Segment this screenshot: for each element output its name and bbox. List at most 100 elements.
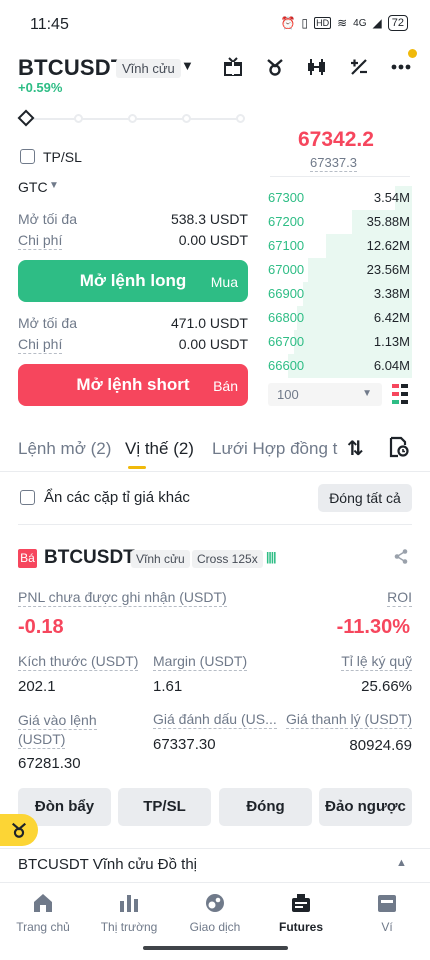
margin-mode-tag[interactable]: Cross 125x <box>192 550 263 568</box>
nav-futures[interactable]: Futures <box>258 892 344 934</box>
last-price[interactable]: 67342.2 <box>298 128 374 151</box>
slider-step-75[interactable] <box>182 114 191 123</box>
depth-step-select[interactable]: 100 ▼ <box>268 383 382 406</box>
position-side-badge: Bá <box>18 549 37 568</box>
hide-other-pairs-label[interactable]: Ẩn các cặp tỉ giá khác <box>44 489 190 506</box>
position-symbol[interactable]: BTCUSDT <box>44 547 135 568</box>
tab-positions[interactable]: Vị thế (2) <box>125 439 194 458</box>
depth-bar <box>294 330 412 354</box>
tpsl-checkbox[interactable] <box>20 149 35 164</box>
entry-price-unit[interactable]: (USDT) <box>18 731 66 749</box>
slider-step-50[interactable] <box>128 114 137 123</box>
position-contract-tag: Vĩnh cửu <box>131 550 190 568</box>
gift-icon[interactable] <box>219 54 247 80</box>
short-max-value: 471.0 USDT <box>170 315 248 331</box>
nav-trade[interactable]: Giao dịch <box>172 892 258 934</box>
slider-step-25[interactable] <box>74 114 83 123</box>
nav-wallet[interactable]: Ví <box>344 892 430 934</box>
order-book-row[interactable]: 67000 23.56M <box>268 258 412 282</box>
nav-trade-label: Giao dịch <box>189 920 241 934</box>
margin-label[interactable]: Margin (USDT) <box>153 653 248 671</box>
nav-home[interactable]: Trang chủ <box>0 892 86 934</box>
chart-bar[interactable] <box>0 848 430 882</box>
long-cost-value: 0.00 USDT <box>178 232 248 248</box>
depth-bar <box>308 258 412 282</box>
bid-price: 66900 <box>268 286 305 301</box>
depth-bar <box>352 210 412 234</box>
order-book-row[interactable]: 66700 1.13M <box>268 330 412 354</box>
bid-price: 66600 <box>268 358 305 373</box>
size-label[interactable]: Kích thước (USDT) <box>18 653 139 671</box>
price-divider <box>270 176 410 177</box>
margin-ratio-label[interactable]: Tỉ lệ ký quỹ <box>341 653 412 671</box>
bot-icon[interactable] <box>261 54 289 80</box>
reverse-position-button[interactable]: Đảo ngược <box>319 788 412 826</box>
bid-price: 67300 <box>268 190 305 205</box>
bid-quantity: 6.42M <box>373 310 410 325</box>
order-book-row[interactable]: 67300 3.54M <box>268 186 412 210</box>
nav-markets-label: Thị trường <box>100 920 158 934</box>
mark-price-value: 67337.30 <box>153 736 216 753</box>
entry-price-value: 67281.30 <box>18 755 81 772</box>
liquidation-price-value: 80924.69 <box>349 737 412 754</box>
futures-icon <box>290 892 312 914</box>
order-book-row[interactable]: 66600 6.04M <box>268 354 412 378</box>
open-short-label: Mở lệnh short <box>76 375 190 394</box>
signal-icon: 4G <box>353 17 367 29</box>
symbol-title[interactable]: BTCUSDT <box>18 55 125 80</box>
calculator-icon[interactable] <box>345 54 373 80</box>
order-history-icon[interactable] <box>389 436 409 458</box>
chart-bar-label[interactable]: BTCUSDT Vĩnh cửu Đồ thị <box>18 856 197 873</box>
vibrate-icon: ▯ <box>301 16 309 30</box>
tpsl-button[interactable]: TP/SL <box>118 788 211 826</box>
book-layout-icon[interactable] <box>392 384 410 404</box>
markets-icon <box>118 892 140 914</box>
order-book-row[interactable]: 66800 6.42M <box>268 306 412 330</box>
depth-bar <box>326 234 412 258</box>
liquidation-price-label[interactable]: Giá thanh lý (USDT) <box>285 711 412 729</box>
roi-label[interactable]: ROI <box>387 589 412 607</box>
slider-handle[interactable] <box>17 109 35 127</box>
depth-bar <box>288 354 412 378</box>
time-in-force-select[interactable]: GTC <box>18 179 48 195</box>
alarm-icon: ⏰ <box>280 16 296 30</box>
nav-home-label: Trang chủ <box>16 920 70 934</box>
tpsl-label[interactable]: TP/SL <box>43 149 82 165</box>
open-short-button[interactable]: Mở lệnh short Bán <box>18 364 248 406</box>
symbol-dropdown-icon[interactable]: ▼ <box>181 58 194 73</box>
tab-grid[interactable]: Lưới Hợp đồng tư <box>212 439 338 458</box>
order-book-row[interactable]: 67200 35.88M <box>268 210 412 234</box>
leverage-button[interactable]: Đòn bẩy <box>18 788 111 826</box>
mark-price-label[interactable]: Giá đánh dấu (US... <box>153 711 277 729</box>
share-icon[interactable] <box>394 549 408 568</box>
candlestick-icon[interactable] <box>303 54 331 80</box>
floating-assistant-button[interactable] <box>0 814 38 846</box>
order-book-row[interactable]: 67100 12.62M <box>268 234 412 258</box>
nav-markets[interactable]: Thị trường <box>86 892 172 934</box>
battery-icon: 72 <box>387 15 408 31</box>
bid-price: 67200 <box>268 214 305 229</box>
open-long-button[interactable]: Mở lệnh long Mua <box>18 260 248 302</box>
mark-price[interactable]: 67337.3 <box>310 155 357 172</box>
short-cost-label[interactable]: Chi phí <box>18 336 63 354</box>
slider-step-100[interactable] <box>236 114 245 123</box>
long-cost-label[interactable]: Chi phí <box>18 232 63 250</box>
close-all-button[interactable]: Đóng tất cả <box>318 484 412 512</box>
time-in-force-caret-icon[interactable]: ▼ <box>49 180 59 191</box>
hide-other-pairs-checkbox[interactable] <box>20 490 35 505</box>
leverage-bars-icon: |||| <box>266 550 276 564</box>
bid-price: 67100 <box>268 238 305 253</box>
unrealized-pnl-value: -0.18 <box>18 616 64 638</box>
depth-bar <box>297 306 412 330</box>
more-icon[interactable] <box>387 54 415 80</box>
tab-open-orders[interactable]: Lệnh mở (2) <box>18 439 112 458</box>
close-position-button[interactable]: Đóng <box>219 788 312 826</box>
active-tab-indicator <box>128 466 146 469</box>
chevron-up-icon[interactable]: ▲ <box>396 857 407 869</box>
unrealized-pnl-label[interactable]: PNL chưa được ghi nhận (USDT) <box>18 589 227 607</box>
bid-quantity: 12.62M <box>366 238 410 253</box>
entry-price-label[interactable]: Giá vào lệnh <box>18 712 97 730</box>
order-book-row[interactable]: 66900 3.38M <box>268 282 412 306</box>
sort-icon[interactable]: ⇅ <box>347 438 364 460</box>
nav-wallet-label: Ví <box>381 920 393 934</box>
